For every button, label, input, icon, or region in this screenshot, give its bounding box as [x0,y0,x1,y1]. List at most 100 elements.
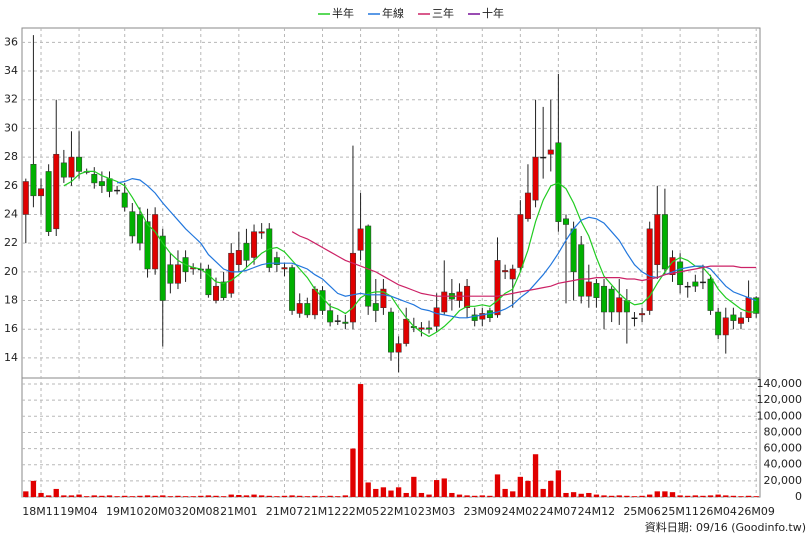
candle-body [372,303,379,311]
candle-body [684,285,691,288]
volume-tick-label: 0 [795,490,802,503]
candle-body [159,235,166,301]
volume-bar [563,492,569,497]
volume-bar [669,492,676,497]
x-tick-label: 20M03 [144,505,182,518]
volume-bar [335,496,341,497]
candle-body [91,174,98,184]
volume-bar [677,495,683,497]
volume-bar [243,495,250,497]
candle-body [235,250,242,265]
candle-body [121,192,128,208]
volume-bar [388,490,394,497]
volume-bar [304,496,310,497]
volume-bar [61,495,67,497]
volume-bar [608,495,615,497]
candle-body [745,297,752,319]
volume-bar [707,495,714,497]
volume-bar [182,496,189,497]
volume-bar [616,495,622,497]
volume-bar [487,495,493,497]
candle-body [395,343,402,353]
candle-body [494,260,501,316]
candle-body [608,288,615,313]
volume-bar [753,496,759,497]
volume-bar [540,488,546,497]
volume-bar [525,480,531,497]
candle-body [661,214,668,270]
volume-bar [205,495,212,497]
ma-line [116,177,757,319]
volume-bar [730,495,737,497]
volume-bar [30,480,37,497]
volume-bar [175,495,181,497]
volume-bar [137,495,143,497]
candle-body [365,225,372,307]
candle-body [547,149,554,155]
candle-body [22,181,29,215]
candle-body [205,268,212,296]
candle-body [114,189,121,192]
volume-bar [586,492,592,497]
volume-bar [510,491,516,497]
volume-bar [23,491,29,497]
x-tick-label: 19M04 [60,505,98,518]
volume-bar [441,478,447,497]
candle-body [45,171,52,232]
candle-body [631,317,638,320]
y-tick-label: 32 [4,93,18,106]
candle-body [327,310,334,323]
volume-bar [122,495,128,497]
candle-body [296,303,303,314]
y-tick-label: 36 [4,35,18,48]
candle-body [418,327,425,330]
volume-bar [373,488,379,497]
volume-bar [662,491,668,497]
x-tick-label: 24M02 [502,505,540,518]
candle-body [258,231,265,234]
candle-body [524,192,531,220]
ma-line [63,170,757,338]
candle-body [585,281,592,297]
volume-bar [213,495,219,497]
volume-bar [411,476,417,497]
volume-bar [342,495,349,497]
volume-bar [84,496,90,497]
volume-bar [45,495,52,497]
volume-bar [395,487,402,497]
volume-bar [418,492,425,497]
volume-bar [456,494,463,497]
volume-bar [76,494,82,497]
candle-body [60,162,67,178]
candle-body [76,156,83,172]
x-tick-label: 20M08 [182,505,220,518]
candle-body [532,156,539,201]
candle-body [129,211,136,237]
candle-body [426,327,433,330]
volume-bar [654,491,660,497]
volume-bar [289,495,295,497]
candle-body [601,285,608,313]
volume-bar [228,494,234,497]
volume-bar [167,496,174,497]
candle-body [677,261,684,286]
candle-body [433,307,440,327]
volume-bar [532,454,539,497]
candle-body [342,321,349,324]
volume-bar [129,496,135,497]
candle-body [98,181,105,187]
legend-label: 年線 [382,6,404,20]
candle-body [623,300,630,313]
volume-tick-label: 120,000 [757,393,803,406]
candle-body [281,267,288,270]
volume-bar [692,495,698,497]
volume-bar [258,495,265,497]
volume-bar [365,482,371,497]
volume-bar [403,492,409,497]
volume-bar [745,495,752,497]
volume-bar [220,496,227,497]
candle-body [311,288,318,316]
candle-body [578,244,585,297]
volume-bar [114,496,120,497]
